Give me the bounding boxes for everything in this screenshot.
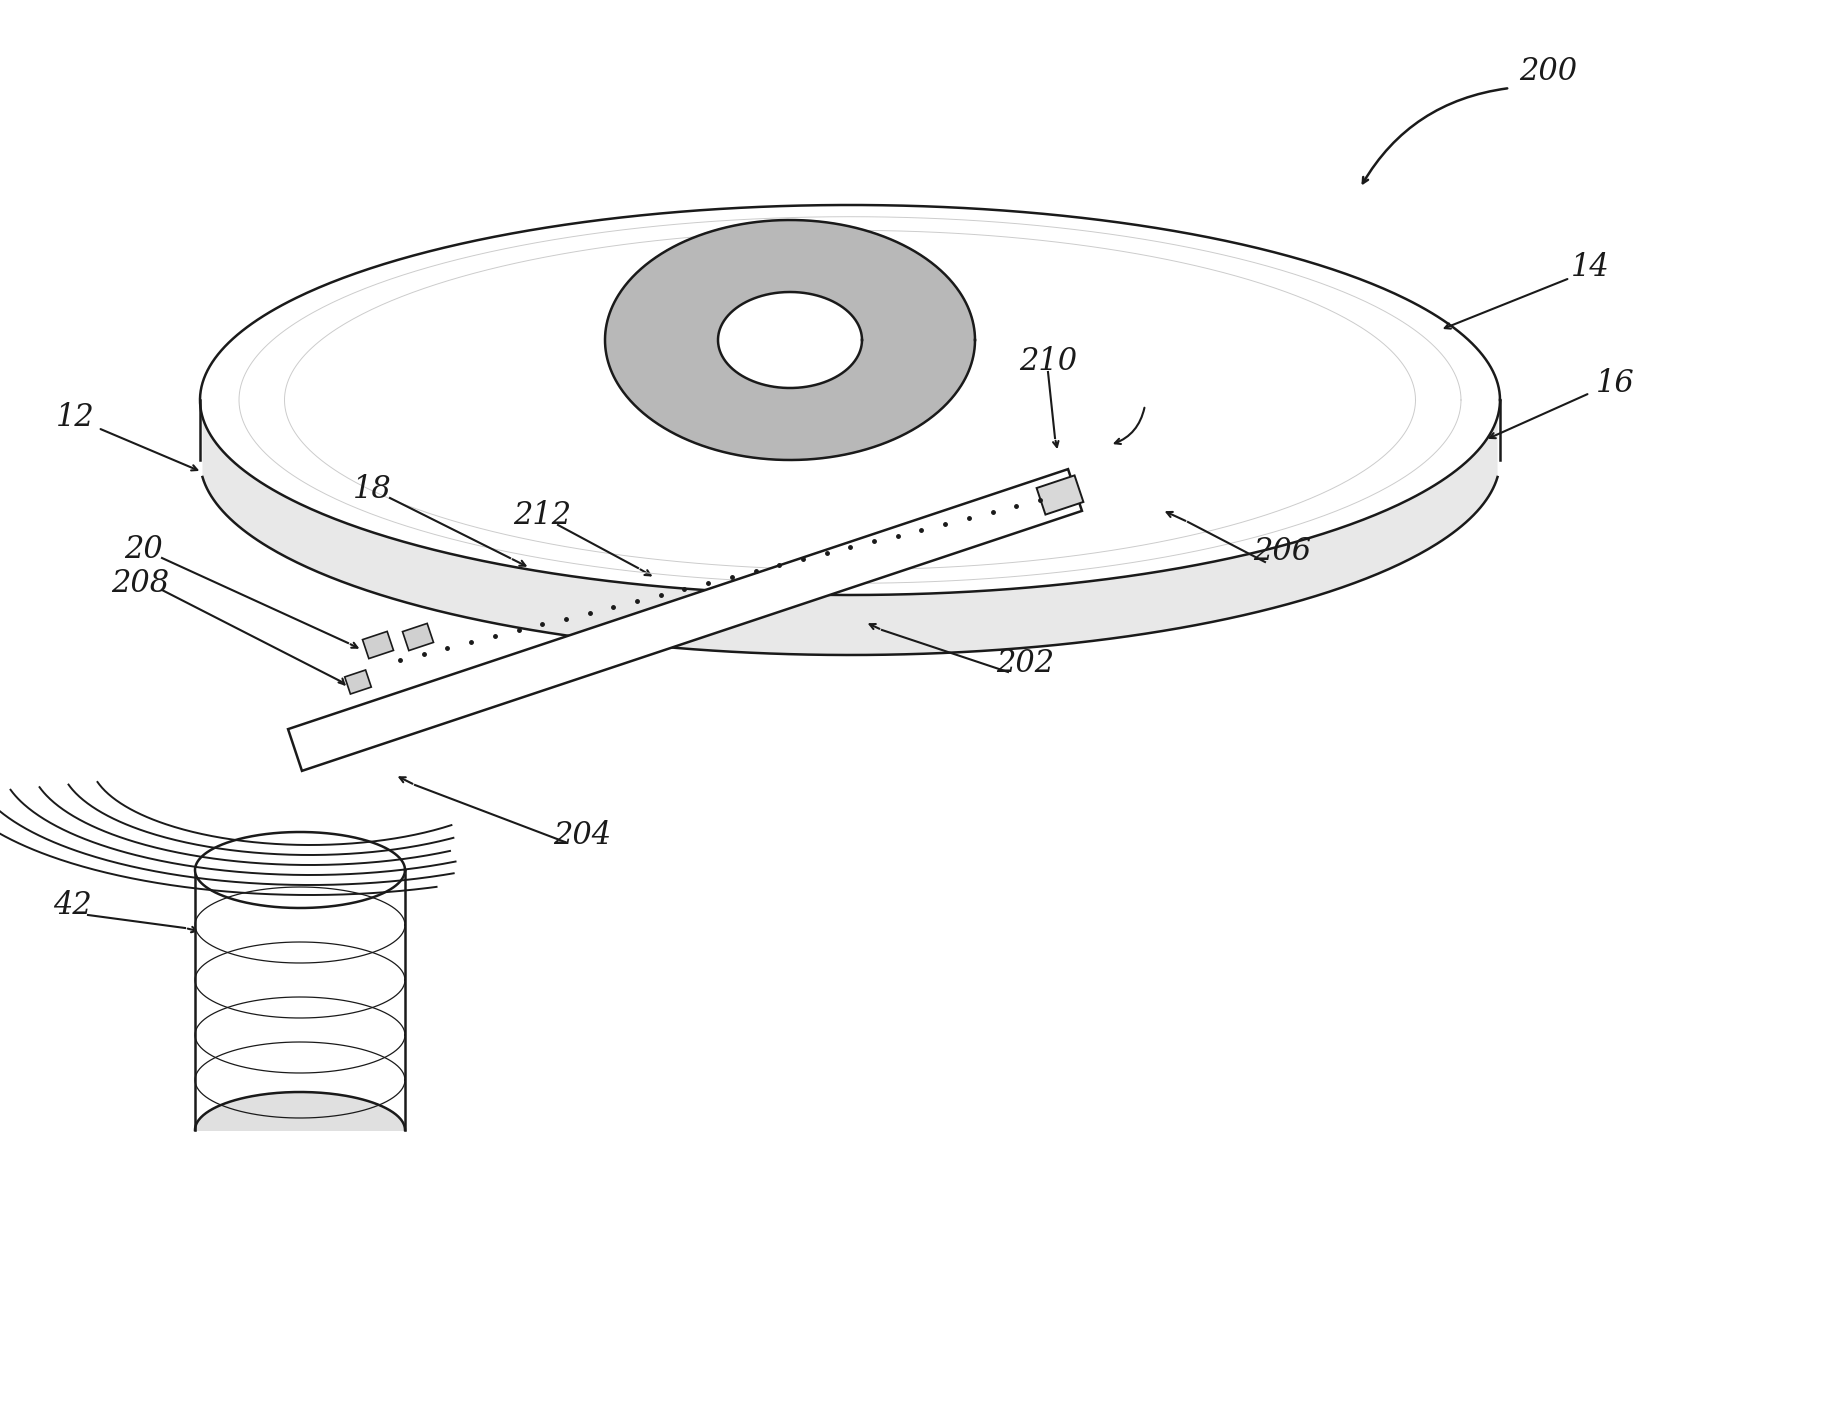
Polygon shape (345, 670, 371, 694)
Text: 202: 202 (996, 648, 1053, 679)
Polygon shape (196, 1092, 406, 1130)
Polygon shape (196, 831, 406, 908)
Text: 210: 210 (1018, 346, 1077, 377)
Text: 212: 212 (513, 501, 572, 531)
Text: 208: 208 (111, 568, 170, 599)
Text: 204: 204 (554, 820, 611, 851)
Polygon shape (199, 205, 1500, 594)
Text: 18: 18 (352, 474, 391, 506)
Text: 206: 206 (1253, 537, 1312, 568)
Text: 16: 16 (1596, 367, 1635, 398)
Text: 20: 20 (124, 534, 162, 565)
Polygon shape (196, 871, 406, 1130)
Text: 200: 200 (1518, 56, 1577, 87)
Polygon shape (1037, 475, 1083, 515)
Polygon shape (605, 220, 974, 460)
Polygon shape (718, 292, 862, 388)
Polygon shape (288, 470, 1081, 771)
Polygon shape (203, 416, 1498, 655)
Polygon shape (402, 624, 434, 651)
Text: 12: 12 (55, 402, 94, 433)
Polygon shape (362, 631, 393, 659)
Text: 42: 42 (54, 890, 92, 921)
Text: 14: 14 (1570, 252, 1609, 283)
